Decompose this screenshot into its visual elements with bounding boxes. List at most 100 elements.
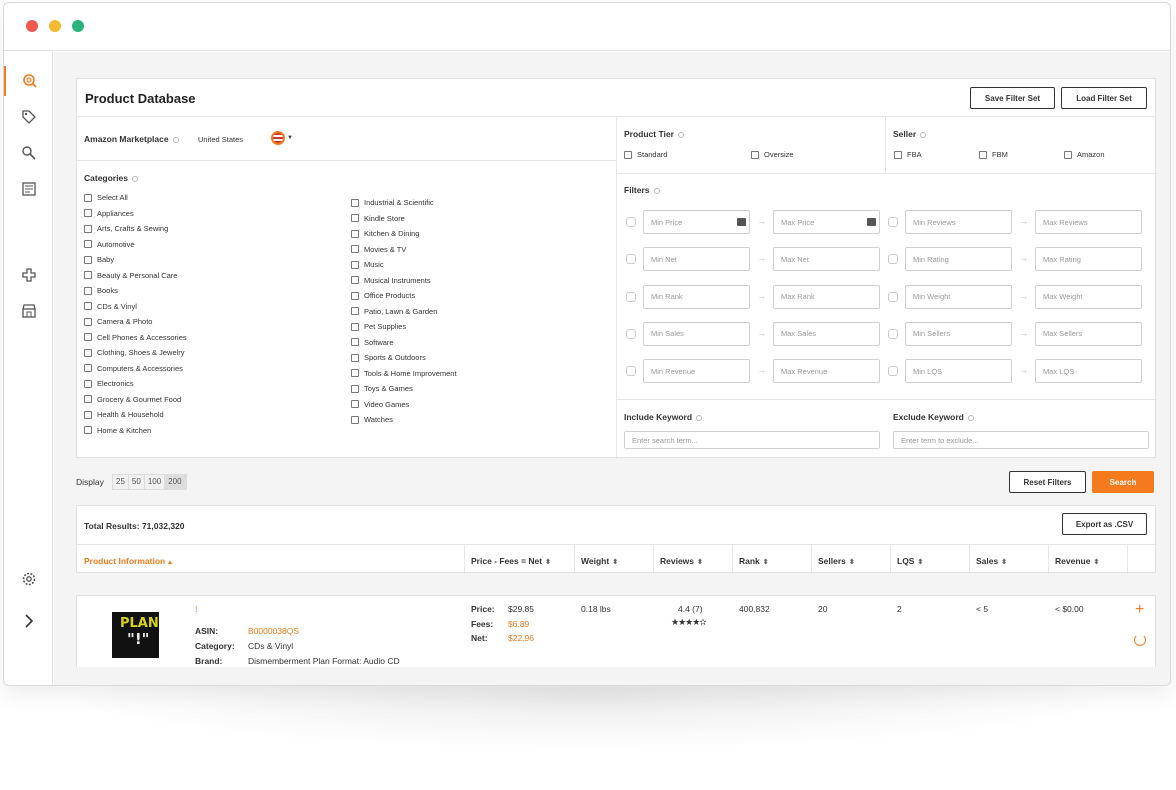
- category-checkbox[interactable]: Industrial & Scientific: [351, 198, 434, 207]
- category-checkbox[interactable]: Computers & Accessories: [84, 364, 183, 373]
- filter-min-input[interactable]: Min Revenue: [643, 359, 750, 384]
- category-checkbox[interactable]: Kitchen & Dining: [351, 229, 419, 238]
- column-lqs[interactable]: LQS ⬍: [897, 556, 924, 566]
- filter-min-input[interactable]: Min Sales: [643, 321, 750, 346]
- category-checkbox[interactable]: Movies & TV: [351, 245, 406, 254]
- category-checkbox[interactable]: Toys & Games: [351, 384, 413, 393]
- table-row[interactable]: PLAN "!" ! ASIN: B0000038QS Category: CD…: [76, 595, 1156, 667]
- display-option-25[interactable]: 25: [113, 475, 129, 489]
- filter-min-input[interactable]: Min Price: [643, 210, 750, 234]
- chevron-right-icon: [24, 614, 33, 628]
- tier-oversize-checkbox[interactable]: Oversize: [751, 150, 794, 159]
- filter-min-input[interactable]: Min Weight: [905, 284, 1012, 309]
- filter-max-input[interactable]: Max Rank: [773, 284, 880, 309]
- tier-standard-checkbox[interactable]: Standard: [624, 150, 667, 159]
- filter-max-input[interactable]: Max Sales: [773, 321, 880, 346]
- category-checkbox[interactable]: Camera & Photo: [84, 317, 152, 326]
- filter-max-input[interactable]: Max Rating: [1035, 247, 1142, 272]
- category-checkbox[interactable]: Tools & Home Improvement: [351, 369, 457, 378]
- category-checkbox[interactable]: Video Games: [351, 400, 409, 409]
- sidebar-item-tag[interactable]: [4, 102, 53, 132]
- sidebar-item-extension[interactable]: [4, 260, 53, 290]
- filter-min-input[interactable]: Min Sellers: [905, 321, 1012, 346]
- seller-label: Seller: [893, 129, 927, 139]
- filter-min-input[interactable]: Min Rating: [905, 247, 1012, 272]
- category-checkbox[interactable]: Home & Kitchen: [84, 426, 151, 435]
- seller-fbm-checkbox[interactable]: FBM: [979, 150, 1008, 159]
- column-sales[interactable]: Sales ⬍: [976, 556, 1008, 566]
- category-checkbox[interactable]: Cell Phones & Accessories: [84, 333, 187, 342]
- refresh-icon[interactable]: [1134, 634, 1146, 646]
- category-checkbox[interactable]: Office Products: [351, 291, 415, 300]
- filter-min-input[interactable]: Min LQS: [905, 359, 1012, 384]
- filter-max-input[interactable]: Max Revenue: [773, 359, 880, 384]
- category-checkbox[interactable]: Clothing, Shoes & Jewelry: [84, 348, 185, 357]
- sidebar-item-settings[interactable]: [4, 564, 53, 594]
- category-checkbox[interactable]: Health & Household: [84, 410, 164, 419]
- marketplace-label: Amazon Marketplace: [84, 134, 179, 144]
- category-checkbox[interactable]: CDs & Vinyl: [84, 302, 137, 311]
- column-rank[interactable]: Rank ⬍: [739, 556, 769, 566]
- include-keyword-input[interactable]: Enter search term...: [624, 431, 880, 449]
- category-checkbox[interactable]: Musical Instruments: [351, 276, 431, 285]
- category-checkbox[interactable]: Books: [84, 286, 118, 295]
- filter-max-input[interactable]: Max Price: [773, 210, 880, 234]
- category-checkbox[interactable]: Arts, Crafts & Sewing: [84, 224, 168, 233]
- display-option-50[interactable]: 50: [128, 475, 145, 489]
- reset-filters-button[interactable]: Reset Filters: [1009, 471, 1086, 493]
- category-checkbox[interactable]: Beauty & Personal Care: [84, 271, 177, 280]
- currency-toggle-icon[interactable]: [737, 218, 746, 226]
- sidebar-item-product-database[interactable]: [4, 66, 53, 96]
- category-checkbox[interactable]: Automotive: [84, 240, 135, 249]
- column-weight[interactable]: Weight ⬍: [581, 556, 619, 566]
- column-sellers[interactable]: Sellers ⬍: [818, 556, 855, 566]
- maximize-window-dot[interactable]: [72, 20, 84, 32]
- category-checkbox[interactable]: Select All: [84, 193, 128, 202]
- category-checkbox[interactable]: Music: [351, 260, 384, 269]
- category-checkbox[interactable]: Patio, Lawn & Garden: [351, 307, 437, 316]
- exclude-keyword-input[interactable]: Enter term to exclude...: [893, 431, 1149, 449]
- category-checkbox[interactable]: Sports & Outdoors: [351, 353, 426, 362]
- save-filter-set-button[interactable]: Save Filter Set: [970, 87, 1055, 109]
- display-option-100[interactable]: 100: [144, 475, 166, 489]
- filter-max-input[interactable]: Max Sellers: [1035, 321, 1142, 346]
- column-reviews[interactable]: Reviews ⬍: [660, 556, 703, 566]
- close-window-dot[interactable]: [26, 20, 38, 32]
- filter-max-input[interactable]: Max Net: [773, 247, 880, 272]
- asin-value[interactable]: B0000038QS: [248, 626, 300, 636]
- minimize-window-dot[interactable]: [49, 20, 61, 32]
- sidebar-item-keyword-search[interactable]: [4, 138, 53, 168]
- currency-toggle-icon[interactable]: [867, 218, 876, 226]
- category-checkbox[interactable]: Kindle Store: [351, 214, 405, 223]
- export-csv-button[interactable]: Export as .CSV: [1062, 513, 1147, 535]
- document-icon: [21, 182, 36, 196]
- seller-amazon-checkbox[interactable]: Amazon: [1064, 150, 1105, 159]
- sidebar-item-listing[interactable]: [4, 174, 53, 204]
- category-checkbox[interactable]: Grocery & Gourmet Food: [84, 395, 181, 404]
- marketplace-flag-select[interactable]: ▼: [271, 131, 293, 145]
- category-checkbox[interactable]: Watches: [351, 415, 393, 424]
- add-to-tracker-icon[interactable]: +: [1135, 601, 1145, 618]
- filter-min-input[interactable]: Min Net: [643, 247, 750, 272]
- category-checkbox[interactable]: Pet Supplies: [351, 322, 406, 331]
- sidebar-expand[interactable]: [4, 606, 53, 636]
- category-checkbox[interactable]: Software: [351, 338, 394, 347]
- filter-min-input[interactable]: Min Reviews: [905, 210, 1012, 234]
- column-price-fees-net[interactable]: Price - Fees = Net ⬍: [471, 556, 551, 566]
- filter-min-input[interactable]: Min Rank: [643, 284, 750, 309]
- filter-max-input[interactable]: Max Weight: [1035, 284, 1142, 309]
- load-filter-set-button[interactable]: Load Filter Set: [1061, 87, 1147, 109]
- display-option-200[interactable]: 200: [165, 475, 186, 489]
- column-product-information[interactable]: Product Information ▴: [84, 556, 172, 566]
- filter-max-input[interactable]: Max LQS: [1035, 359, 1142, 384]
- filter-max-input[interactable]: Max Reviews: [1035, 210, 1142, 234]
- product-title[interactable]: !: [195, 604, 198, 614]
- category-checkbox[interactable]: Electronics: [84, 379, 134, 388]
- seller-fba-checkbox[interactable]: FBA: [894, 150, 922, 159]
- column-revenue[interactable]: Revenue ⬍: [1055, 556, 1100, 566]
- sidebar-item-store[interactable]: [4, 296, 53, 326]
- category-checkbox[interactable]: Appliances: [84, 209, 134, 218]
- search-button[interactable]: Search: [1092, 471, 1154, 493]
- category-checkbox[interactable]: Baby: [84, 255, 114, 264]
- info-icon: [131, 175, 138, 182]
